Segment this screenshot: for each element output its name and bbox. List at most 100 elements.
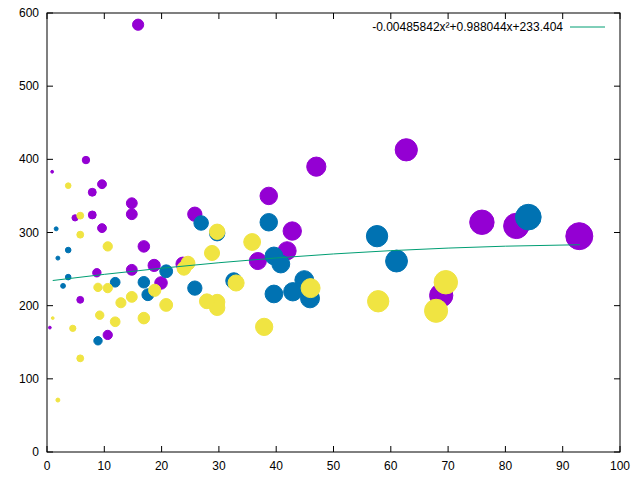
x-tick-label: 10 xyxy=(98,459,112,473)
frame xyxy=(47,13,620,452)
tick xyxy=(614,378,620,379)
bubble xyxy=(88,211,96,219)
tick xyxy=(614,86,620,87)
bubble xyxy=(283,222,301,240)
bubble xyxy=(126,198,137,209)
bubble xyxy=(133,19,144,30)
tick xyxy=(562,13,563,19)
tick xyxy=(614,232,620,233)
tick xyxy=(47,159,53,160)
bubble xyxy=(110,317,120,327)
bubble xyxy=(88,188,96,196)
bubble xyxy=(260,214,277,231)
x-tick-label: 100 xyxy=(610,459,630,473)
bubble xyxy=(265,285,283,303)
bubble xyxy=(138,276,150,288)
x-tick-label: 30 xyxy=(212,459,226,473)
bubble xyxy=(138,241,150,253)
bubble xyxy=(566,223,593,250)
bubble xyxy=(160,265,173,278)
tick xyxy=(276,13,277,19)
bubble xyxy=(51,170,54,173)
x-tick-label: 80 xyxy=(499,459,513,473)
y-tick-label: 0 xyxy=(32,445,39,459)
bubble xyxy=(77,296,84,303)
tick xyxy=(218,13,219,19)
bubble xyxy=(515,204,541,230)
bubble xyxy=(56,398,60,402)
bubble xyxy=(228,275,244,291)
tick xyxy=(614,159,620,160)
tick xyxy=(614,305,620,306)
tick xyxy=(505,13,506,19)
bubble xyxy=(194,216,209,231)
bubble xyxy=(301,279,320,298)
bubble xyxy=(54,227,58,231)
bubble xyxy=(249,253,266,270)
bubble xyxy=(307,157,326,176)
bubble xyxy=(256,318,273,335)
tick xyxy=(390,13,391,19)
tick xyxy=(161,13,162,19)
tick xyxy=(333,13,334,19)
bubble xyxy=(188,281,202,295)
bubble xyxy=(94,337,102,345)
tick xyxy=(47,305,53,306)
tick xyxy=(505,446,506,452)
bubble-series xyxy=(51,183,457,402)
bubble xyxy=(199,294,214,309)
bubble xyxy=(103,242,112,251)
y-tick-label: 200 xyxy=(19,299,39,313)
bubble xyxy=(126,264,137,275)
tick xyxy=(104,446,105,452)
tick xyxy=(104,13,105,19)
plot-area xyxy=(48,19,592,402)
x-tick-label: 40 xyxy=(270,459,284,473)
x-tick-label: 70 xyxy=(441,459,455,473)
bubble xyxy=(204,245,219,260)
bubble xyxy=(368,291,389,312)
bubble xyxy=(434,271,457,294)
bubble xyxy=(244,234,261,251)
bubble xyxy=(65,247,71,253)
bubble xyxy=(48,326,51,329)
bubble xyxy=(210,224,225,239)
x-tick-label: 90 xyxy=(556,459,570,473)
bubble xyxy=(126,291,137,302)
bubble xyxy=(98,224,107,233)
bubble xyxy=(470,210,494,234)
bubble xyxy=(77,212,84,219)
bubble xyxy=(126,209,137,220)
tick xyxy=(390,446,391,452)
bubble xyxy=(177,261,191,275)
bubble xyxy=(116,298,126,308)
bubble-series xyxy=(54,204,541,345)
bubble xyxy=(77,355,84,362)
bubble xyxy=(94,283,102,291)
bubble xyxy=(70,325,76,331)
bubble xyxy=(395,139,417,161)
y-tick-label: 300 xyxy=(19,226,39,240)
x-tick-label: 0 xyxy=(44,459,51,473)
fit-line xyxy=(53,245,580,281)
bubble xyxy=(96,311,104,319)
y-tick-label: 600 xyxy=(19,6,39,20)
chart: 0102030405060708090100010020030040050060… xyxy=(0,0,640,480)
bubble xyxy=(65,183,71,189)
tick xyxy=(276,446,277,452)
x-tick-label: 60 xyxy=(384,459,398,473)
bubble xyxy=(77,231,84,238)
legend-swatch xyxy=(570,27,605,28)
tick xyxy=(218,446,219,452)
bubble xyxy=(51,317,54,320)
bubble xyxy=(61,283,66,288)
bubble xyxy=(56,256,60,260)
y-tick-label: 100 xyxy=(19,372,39,386)
bubble xyxy=(103,283,112,292)
bubble xyxy=(149,284,161,296)
bubble xyxy=(386,250,408,272)
bubble xyxy=(103,330,112,339)
x-tick-label: 50 xyxy=(327,459,341,473)
tick xyxy=(448,446,449,452)
y-tick-label: 500 xyxy=(19,79,39,93)
